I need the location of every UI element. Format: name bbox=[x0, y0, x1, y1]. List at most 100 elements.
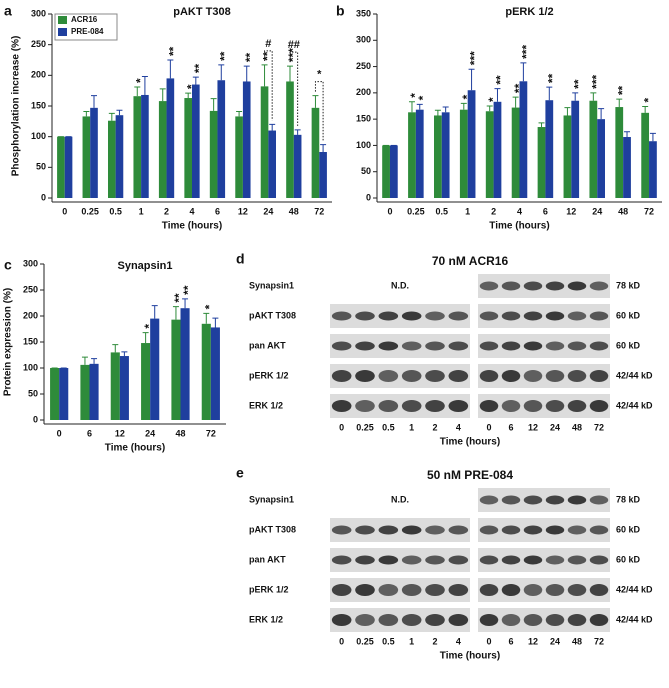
row-size: 60 kD bbox=[616, 554, 641, 564]
blot-band bbox=[545, 555, 565, 565]
blot-band bbox=[355, 525, 375, 535]
row-size: 78 kD bbox=[616, 280, 641, 290]
x-tick-label: 6 bbox=[543, 206, 548, 216]
significance: ** bbox=[261, 51, 275, 61]
blot-background bbox=[478, 394, 610, 418]
error-bar bbox=[159, 88, 166, 102]
y-tick-label: 50 bbox=[36, 162, 46, 172]
chart-title: pAKT T308 bbox=[173, 6, 230, 18]
blot-band bbox=[425, 400, 445, 412]
blot-background bbox=[478, 488, 610, 512]
bar bbox=[519, 81, 528, 198]
error-bar bbox=[167, 59, 174, 79]
blot-band bbox=[479, 495, 499, 505]
lane-label: 6 bbox=[508, 636, 513, 646]
blot-band bbox=[448, 525, 469, 535]
bar bbox=[171, 319, 181, 420]
bar bbox=[563, 115, 572, 198]
y-tick-label: 250 bbox=[23, 284, 38, 294]
error-bar bbox=[312, 95, 319, 108]
blot-band bbox=[523, 555, 543, 565]
bar bbox=[82, 116, 91, 198]
blot-background bbox=[330, 334, 470, 358]
blot-band bbox=[448, 584, 469, 596]
row-size: 42/44 kD bbox=[616, 614, 653, 624]
error-bar bbox=[460, 102, 467, 110]
lane-label: 2 bbox=[432, 422, 437, 432]
blot-background bbox=[330, 578, 470, 602]
blot-band bbox=[355, 341, 375, 351]
bar bbox=[389, 145, 398, 198]
bar bbox=[57, 136, 65, 198]
bar bbox=[235, 116, 243, 198]
bar bbox=[80, 364, 90, 420]
row-size: 60 kD bbox=[616, 524, 641, 534]
error-bar bbox=[416, 103, 423, 110]
blot-band bbox=[331, 525, 352, 535]
error-bar bbox=[81, 356, 88, 365]
y-tick-label: 200 bbox=[31, 70, 46, 80]
blot-background bbox=[330, 394, 470, 418]
y-tick-label: 300 bbox=[23, 258, 38, 268]
row-label: Synapsin1 bbox=[249, 494, 294, 504]
significance: ** bbox=[545, 73, 559, 83]
row-size: 78 kD bbox=[616, 494, 641, 504]
blot-band bbox=[355, 370, 375, 382]
blot-background bbox=[478, 548, 610, 572]
chart-title: pERK 1/2 bbox=[505, 6, 553, 18]
error-bar bbox=[141, 76, 148, 95]
error-bar bbox=[287, 65, 293, 82]
x-tick-label: 72 bbox=[644, 206, 654, 216]
bar bbox=[268, 130, 276, 198]
blot-band bbox=[545, 370, 565, 382]
significance: * bbox=[133, 78, 147, 83]
blot-band bbox=[523, 614, 543, 626]
blot-band bbox=[501, 281, 521, 291]
error-bar bbox=[649, 132, 656, 142]
error-bar bbox=[172, 306, 179, 320]
blot-band bbox=[523, 525, 543, 535]
y-tick-label: 300 bbox=[31, 8, 46, 18]
blot-band bbox=[501, 370, 521, 382]
bar bbox=[537, 127, 546, 198]
x-tick-label: 12 bbox=[566, 206, 576, 216]
error-bar bbox=[142, 332, 149, 344]
x-tick-label: 2 bbox=[491, 206, 496, 216]
blot-band bbox=[545, 311, 565, 321]
error-bar bbox=[134, 86, 141, 97]
legend-label: ACR16 bbox=[71, 15, 98, 24]
x-tick-label: 6 bbox=[87, 428, 92, 438]
blot-background bbox=[478, 518, 610, 542]
x-tick-label: 24 bbox=[592, 206, 602, 216]
blot-band bbox=[378, 311, 399, 321]
significance: * bbox=[416, 95, 430, 100]
blot-band bbox=[567, 400, 587, 412]
y-tick-label: 100 bbox=[356, 140, 371, 150]
error-bar bbox=[294, 129, 301, 135]
lane-label: 0.25 bbox=[356, 636, 374, 646]
blot-band bbox=[425, 525, 445, 535]
blot-band bbox=[331, 341, 352, 351]
pair-significance: # bbox=[265, 38, 271, 50]
legend-label: PRE-084 bbox=[71, 27, 104, 36]
lane-label: 12 bbox=[528, 636, 538, 646]
blot-band bbox=[545, 341, 565, 351]
significance: * bbox=[460, 94, 474, 99]
row-label: ERK 1/2 bbox=[249, 614, 283, 624]
row-label: pAKT T308 bbox=[249, 310, 296, 320]
blot-band bbox=[448, 400, 469, 412]
blot-band bbox=[425, 584, 445, 596]
x-tick-label: 4 bbox=[189, 206, 194, 216]
y-tick-label: 50 bbox=[28, 388, 38, 398]
error-bar bbox=[564, 107, 571, 116]
bar bbox=[511, 107, 520, 198]
significance: ** bbox=[181, 285, 195, 295]
blot-band bbox=[479, 341, 499, 351]
pair-significance: ## bbox=[288, 39, 300, 51]
bar bbox=[493, 101, 502, 198]
blot-background bbox=[330, 608, 470, 632]
x-tick-label: 0.5 bbox=[436, 206, 449, 216]
error-bar bbox=[320, 144, 327, 152]
blot-band bbox=[501, 311, 521, 321]
blot-band bbox=[501, 525, 521, 535]
